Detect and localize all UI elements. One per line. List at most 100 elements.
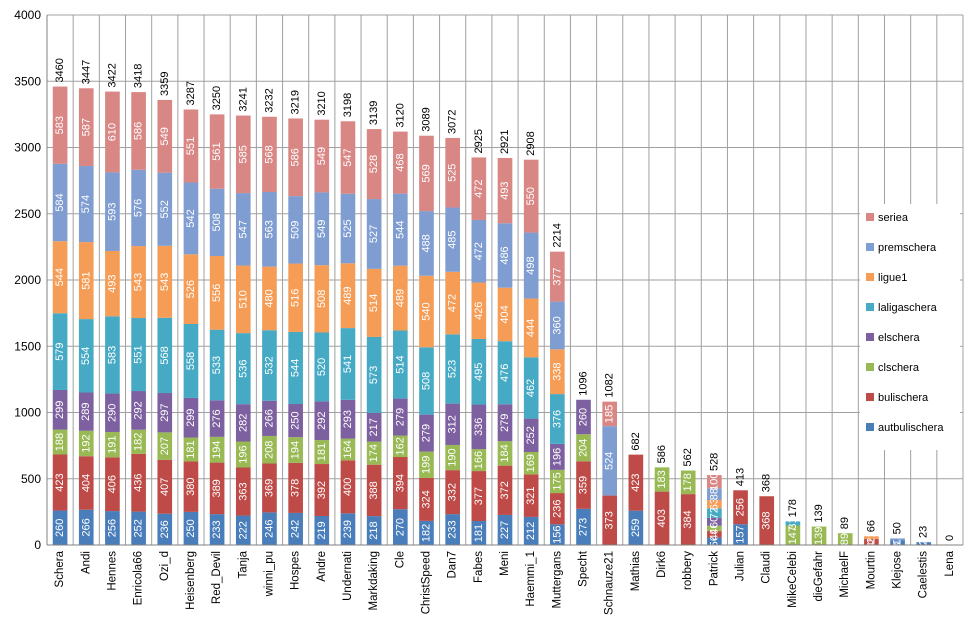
segment-value-label: 372 <box>499 481 511 499</box>
y-tick-label: 500 <box>21 472 41 486</box>
segment-value-label: 544 <box>54 268 66 286</box>
segment-value-label: 495 <box>473 363 485 381</box>
x-category-label: MikeCelebi <box>787 551 799 608</box>
segment-value-label: 196 <box>237 445 249 463</box>
segment-value-label: 100 <box>708 472 720 490</box>
segment-value-label: 527 <box>368 225 380 243</box>
segment-value-label: 520 <box>316 358 328 376</box>
segment-value-label: 493 <box>499 181 511 199</box>
segment-value-label: 279 <box>394 408 406 426</box>
segment-value-label: 299 <box>185 409 197 427</box>
segment-value-label: 551 <box>133 345 145 363</box>
segment-value-label: 543 <box>133 273 145 291</box>
segment-value-label: 332 <box>447 483 459 501</box>
legend-label: premschera <box>878 242 937 254</box>
segment-value-label: 563 <box>263 220 275 238</box>
x-category-label: Markdaking <box>368 551 380 610</box>
total-value-label: 178 <box>787 499 799 517</box>
x-category-label: Cle <box>394 551 406 568</box>
total-value-label: 0 <box>944 535 956 541</box>
segment-value-label: 293 <box>342 410 354 428</box>
segment-value-label: 400 <box>342 478 354 496</box>
segment-value-label: 444 <box>525 319 537 337</box>
segment-value-label: 423 <box>54 473 66 491</box>
segment-value-label: 166 <box>473 451 485 469</box>
total-value-label: 3250 <box>211 86 223 110</box>
total-value-label: 1082 <box>604 373 616 397</box>
x-category-label: Tanja <box>237 550 249 578</box>
segment-value-label: 541 <box>342 355 354 373</box>
segment-value-label: 233 <box>447 520 459 538</box>
segment-value-label: 378 <box>290 479 302 497</box>
segment-value-label: 157 <box>735 525 747 543</box>
total-value-label: 562 <box>682 448 694 466</box>
x-category-label: Dirk6 <box>656 551 668 578</box>
segment-value-label: 183 <box>656 470 668 488</box>
total-value-label: 23 <box>918 526 930 538</box>
x-category-label: Claudi <box>761 551 773 584</box>
segment-value-label: 549 <box>316 220 328 238</box>
segment-value-label: 547 <box>342 148 354 166</box>
total-value-label: 413 <box>735 468 747 486</box>
total-value-label: 2908 <box>525 131 537 155</box>
segment-value-label: 587 <box>80 118 92 136</box>
total-value-label: 3287 <box>185 81 197 105</box>
y-tick-label: 3500 <box>14 74 41 88</box>
total-value-label: 66 <box>865 520 877 532</box>
segment-value-label: 549 <box>159 127 171 145</box>
segment-value-label: 175 <box>551 472 563 490</box>
legend-label: elschera <box>878 332 920 344</box>
segment-value-label: 181 <box>185 440 197 458</box>
total-value-label: 368 <box>761 474 773 492</box>
segment-value-label: 207 <box>159 437 171 455</box>
segment-value-label: 486 <box>499 246 511 264</box>
segment-value-label: 256 <box>106 519 118 537</box>
total-value-label: 3418 <box>133 64 145 88</box>
x-category-label: Mathias <box>630 551 642 592</box>
segment-value-label: 583 <box>54 116 66 134</box>
x-category-label: Red_Devil <box>211 551 223 604</box>
segment-value-label: 276 <box>211 409 223 427</box>
x-category-label: Andi <box>80 551 92 574</box>
segment-value-label: 549 <box>316 147 328 165</box>
total-value-label: 89 <box>839 517 851 529</box>
legend-swatch <box>866 423 874 431</box>
segment-value-label: 526 <box>185 280 197 298</box>
segment-value-label: 485 <box>447 230 459 248</box>
segment-value-label: 404 <box>499 305 511 323</box>
total-value-label: 3072 <box>447 109 459 133</box>
segment-value-label: 561 <box>211 142 223 160</box>
segment-value-label: 544 <box>394 220 406 238</box>
segment-value-label: 182 <box>133 433 145 451</box>
y-tick-label: 1000 <box>14 406 41 420</box>
segment-value-label: 227 <box>499 521 511 539</box>
segment-value-label: 542 <box>185 209 197 227</box>
total-value-label: 3422 <box>106 63 118 87</box>
segment-value-label: 404 <box>80 474 92 492</box>
x-category-label: Andre <box>316 551 328 582</box>
total-value-label: 139 <box>813 504 825 522</box>
x-category-label: robbery <box>682 551 694 590</box>
segment-value-label: 585 <box>237 145 249 163</box>
segment-value-label: 266 <box>263 409 275 427</box>
segment-value-label: 509 <box>290 221 302 239</box>
segment-value-label: 579 <box>54 342 66 360</box>
x-category-label: ChristSpeed <box>420 551 432 614</box>
segment-value-label: 279 <box>499 414 511 432</box>
segment-value-label: 236 <box>551 500 563 518</box>
segment-value-label: 260 <box>54 519 66 537</box>
x-category-label: Haemmi_1 <box>525 551 537 607</box>
legend-label: laligaschera <box>878 302 938 314</box>
segment-value-label: 547 <box>237 220 249 238</box>
segment-value-label: 222 <box>237 521 249 539</box>
total-value-label: 50 <box>892 522 904 534</box>
segment-value-label: 516 <box>290 289 302 307</box>
segment-value-label: 392 <box>316 481 328 499</box>
segment-value-label: 569 <box>420 164 432 182</box>
total-value-label: 3359 <box>159 71 171 95</box>
segment-value-label: 558 <box>185 352 197 370</box>
y-tick-label: 1500 <box>14 339 41 353</box>
segment-value-label: 593 <box>106 203 118 221</box>
